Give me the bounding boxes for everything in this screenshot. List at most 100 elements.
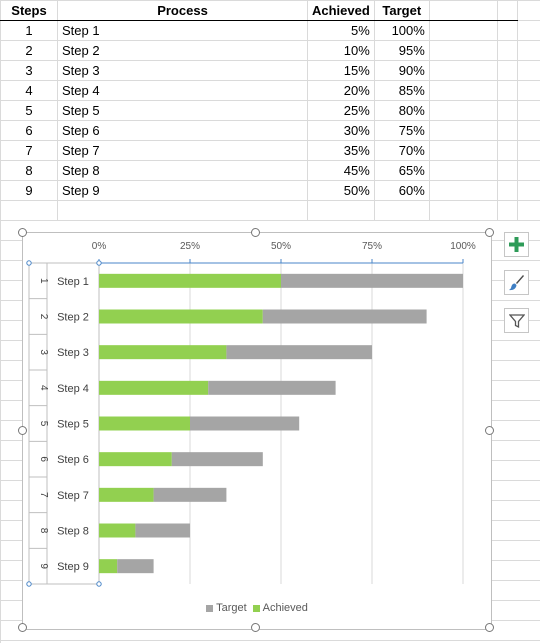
cell-achieved[interactable]: 35%: [307, 140, 375, 161]
bar-achieved[interactable]: [99, 309, 263, 324]
empty-cell[interactable]: [428, 120, 498, 141]
bar-target[interactable]: [262, 309, 427, 324]
cell-achieved[interactable]: 50%: [307, 180, 375, 201]
empty-cell[interactable]: [428, 40, 498, 61]
resize-handle-middle-left[interactable]: [18, 426, 27, 435]
cell-process[interactable]: Step 4: [57, 80, 308, 101]
cell-process[interactable]: Step 9: [57, 180, 308, 201]
cell-target[interactable]: 90%: [373, 60, 430, 81]
header-process[interactable]: Process: [57, 0, 308, 21]
empty-cell[interactable]: [428, 100, 498, 121]
cell-process[interactable]: Step 3: [57, 60, 308, 81]
cell-process[interactable]: Step 1: [57, 20, 308, 41]
cell-step[interactable]: 1: [0, 20, 58, 41]
axis-selection-marker[interactable]: [26, 260, 32, 266]
header-achieved[interactable]: Achieved: [307, 0, 375, 21]
legend-item-achieved[interactable]: Achieved: [252, 602, 308, 614]
cell-target[interactable]: 95%: [373, 40, 430, 61]
empty-cell[interactable]: [0, 200, 58, 221]
resize-handle-top-right[interactable]: [485, 228, 494, 237]
cell-step[interactable]: 4: [0, 80, 58, 101]
empty-cell[interactable]: [57, 200, 308, 221]
empty-cell[interactable]: [496, 180, 518, 201]
bar-achieved[interactable]: [99, 416, 190, 431]
bar-target[interactable]: [117, 559, 154, 574]
empty-cell[interactable]: [307, 200, 375, 221]
empty-cell[interactable]: [496, 40, 518, 61]
cell-target[interactable]: 100%: [373, 20, 430, 41]
resize-handle-top-middle[interactable]: [251, 228, 260, 237]
cell-achieved[interactable]: 5%: [307, 20, 375, 41]
cell-target[interactable]: 80%: [373, 100, 430, 121]
bar-target[interactable]: [153, 487, 227, 502]
cell-step[interactable]: 5: [0, 100, 58, 121]
bar-target[interactable]: [226, 345, 372, 360]
cell-achieved[interactable]: 15%: [307, 60, 375, 81]
cell-step[interactable]: 3: [0, 60, 58, 81]
cell-step[interactable]: 9: [0, 180, 58, 201]
bar-achieved[interactable]: [99, 559, 118, 574]
empty-cell[interactable]: [428, 20, 498, 41]
legend-item-target[interactable]: Target: [206, 602, 247, 614]
empty-cell[interactable]: [428, 60, 498, 81]
empty-cell[interactable]: [428, 140, 498, 161]
empty-cell[interactable]: [496, 140, 518, 161]
bar-achieved[interactable]: [99, 345, 227, 360]
bar-achieved[interactable]: [99, 487, 154, 502]
bar-achieved[interactable]: [99, 273, 281, 288]
empty-cell[interactable]: [496, 200, 518, 221]
empty-cell[interactable]: [496, 60, 518, 81]
axis-selection-marker[interactable]: [96, 260, 102, 266]
cell-achieved[interactable]: 25%: [307, 100, 375, 121]
resize-handle-bottom-left[interactable]: [18, 623, 27, 632]
header-target[interactable]: Target: [373, 0, 430, 21]
chart-legend[interactable]: Target Achieved: [23, 602, 491, 614]
cell-achieved[interactable]: 20%: [307, 80, 375, 101]
bar-achieved[interactable]: [99, 452, 172, 467]
empty-cell[interactable]: [428, 80, 498, 101]
bar-chart[interactable]: 0% 25% 50% 75% 100% Step 1 1 Step 2 2 Step 3 3 Step…: [23, 233, 491, 629]
empty-cell[interactable]: [373, 200, 430, 221]
empty-cell[interactable]: [428, 180, 498, 201]
cell-step[interactable]: 6: [0, 120, 58, 141]
cell-target[interactable]: 65%: [373, 160, 430, 181]
bar-achieved[interactable]: [99, 380, 209, 395]
cell-achieved[interactable]: 45%: [307, 160, 375, 181]
chart-styles-button[interactable]: [504, 270, 529, 295]
cell-step[interactable]: 2: [0, 40, 58, 61]
chart-elements-button[interactable]: [504, 232, 529, 257]
cell-step[interactable]: 8: [0, 160, 58, 181]
cell-process[interactable]: Step 7: [57, 140, 308, 161]
resize-handle-top-left[interactable]: [18, 228, 27, 237]
chart-filters-button[interactable]: [504, 308, 529, 333]
empty-cell[interactable]: [496, 160, 518, 181]
resize-handle-bottom-right[interactable]: [485, 623, 494, 632]
cell-process[interactable]: Step 5: [57, 100, 308, 121]
cell-target[interactable]: 60%: [373, 180, 430, 201]
cell-process[interactable]: Step 2: [57, 40, 308, 61]
empty-cell[interactable]: [428, 200, 498, 221]
axis-selection-marker[interactable]: [26, 581, 32, 587]
cell-target[interactable]: 85%: [373, 80, 430, 101]
bar-target[interactable]: [135, 523, 190, 538]
empty-cell[interactable]: [428, 160, 498, 181]
empty-cell[interactable]: [496, 120, 518, 141]
empty-cell[interactable]: [496, 0, 518, 21]
header-steps[interactable]: Steps: [0, 0, 58, 21]
bar-achieved[interactable]: [99, 523, 136, 538]
cell-achieved[interactable]: 10%: [307, 40, 375, 61]
cell-target[interactable]: 75%: [373, 120, 430, 141]
empty-cell[interactable]: [496, 80, 518, 101]
chart-area[interactable]: 0% 25% 50% 75% 100% Step 1 1 Step 2 2 Step 3 3 Step…: [22, 232, 492, 630]
cell-achieved[interactable]: 30%: [307, 120, 375, 141]
axis-selection-marker[interactable]: [96, 581, 102, 587]
resize-handle-bottom-middle[interactable]: [251, 623, 260, 632]
empty-cell[interactable]: [428, 0, 498, 21]
cell-step[interactable]: 7: [0, 140, 58, 161]
empty-cell[interactable]: [496, 100, 518, 121]
resize-handle-middle-right[interactable]: [485, 426, 494, 435]
bar-target[interactable]: [208, 380, 336, 395]
bar-target[interactable]: [190, 416, 300, 431]
cell-process[interactable]: Step 8: [57, 160, 308, 181]
cell-target[interactable]: 70%: [373, 140, 430, 161]
